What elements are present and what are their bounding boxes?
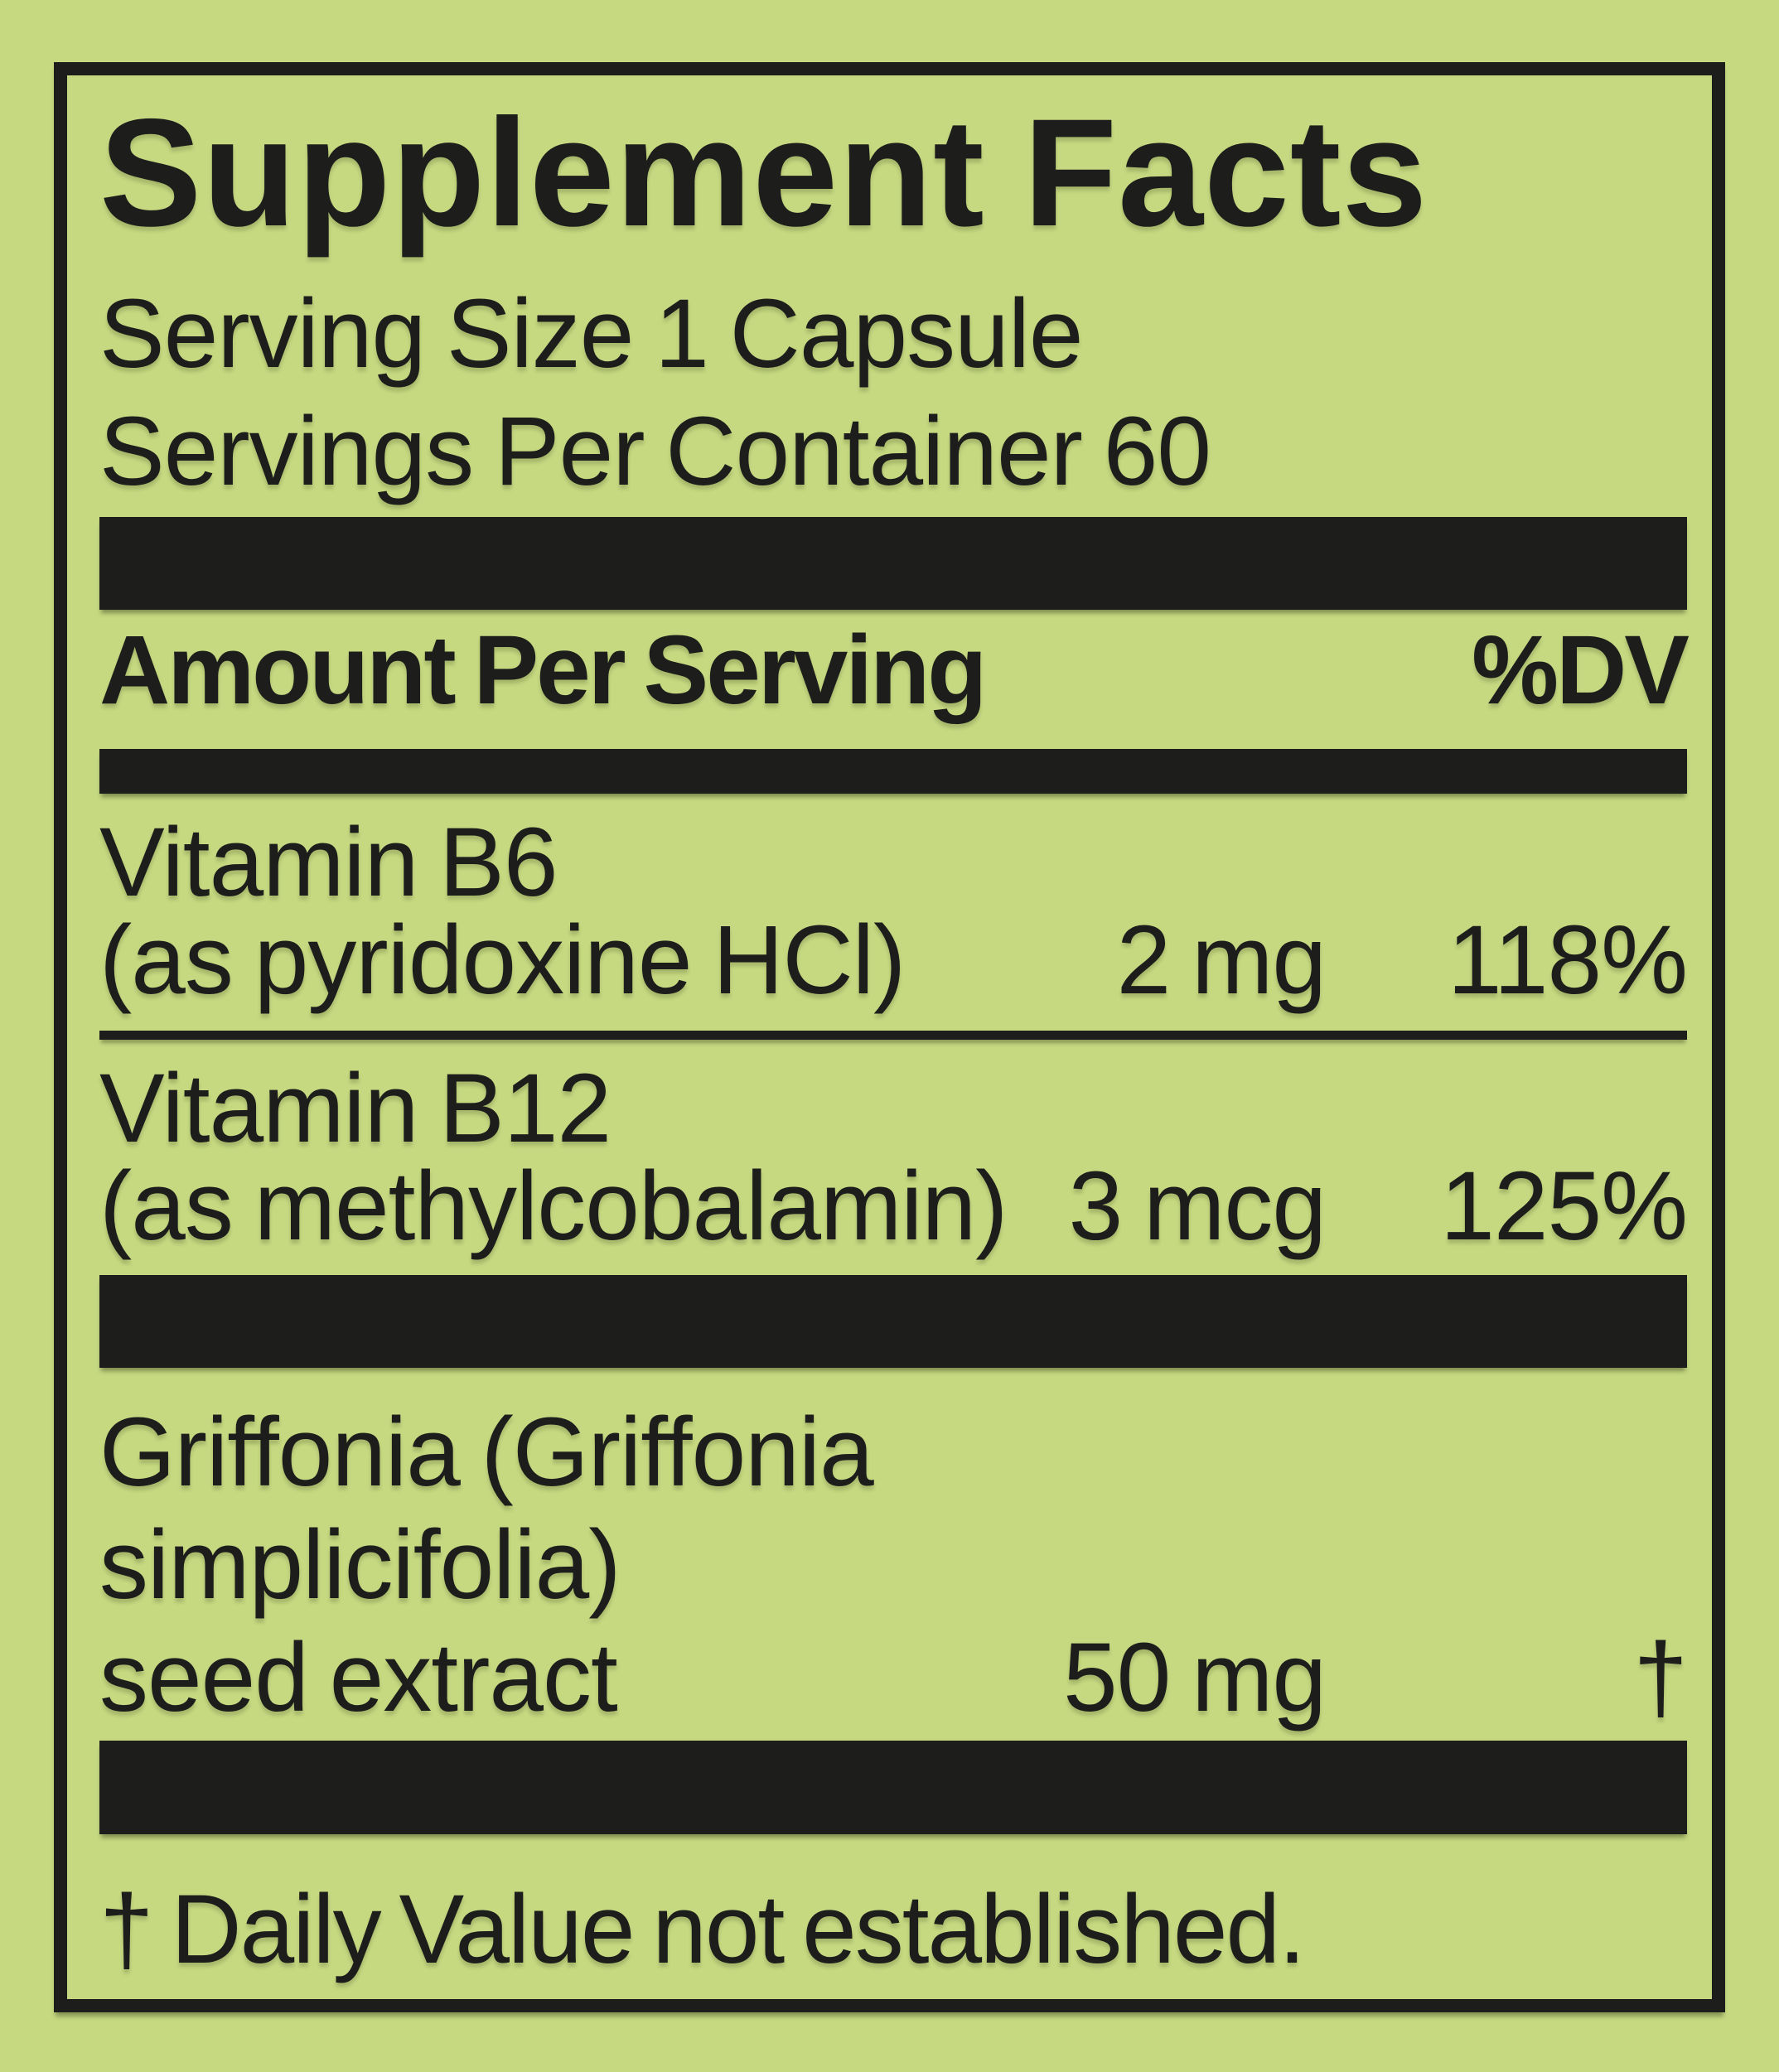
nutrient-amount: 3 mcg — [1068, 1152, 1327, 1261]
label-border-box: Supplement Facts Serving Size 1 Capsule … — [54, 62, 1725, 2012]
separator-bar-header — [99, 749, 1687, 794]
nutrient-name-line: (as pyridoxine HCl) — [99, 906, 906, 1015]
amount-per-serving-header: Amount Per Serving — [99, 616, 987, 725]
label-title: Supplement Facts — [99, 88, 1429, 258]
footnote-text: † Daily Value not established. — [99, 1875, 1306, 1984]
separator-bar-top — [99, 517, 1687, 610]
nutrient-name: Vitamin B6 (as pyridoxine HCl) — [99, 814, 1687, 1009]
nutrient-name-line: (as methylcobalamin) — [99, 1152, 1008, 1261]
nutrient-row-griffonia: Griffonia (Griffonia simplicifolia) seed… — [99, 1368, 1688, 1741]
nutrient-amount: 50 mg — [1063, 1623, 1327, 1732]
nutrient-daily-value: 125% — [1440, 1152, 1688, 1261]
label-content: Supplement Facts Serving Size 1 Capsule … — [67, 75, 1712, 1999]
separator-bar-middle — [99, 1275, 1687, 1368]
nutrient-name-line: Vitamin B12 — [99, 1054, 612, 1163]
nutrient-amount: 2 mg — [1116, 906, 1327, 1015]
row-divider — [99, 1031, 1687, 1040]
nutrient-row-vitamin-b12: Vitamin B12 (as methylcobalamin) 3 mcg 1… — [99, 1040, 1688, 1275]
dv-column-header: %DV — [1472, 616, 1690, 725]
nutrient-name-line: Griffonia (Griffonia — [99, 1398, 874, 1507]
separator-bar-bottom — [99, 1741, 1687, 1834]
nutrient-daily-value-dagger: † — [1633, 1623, 1688, 1732]
nutrient-name: Vitamin B12 (as methylcobalamin) — [99, 1060, 1687, 1255]
serving-size-line: Serving Size 1 Capsule — [99, 279, 1084, 389]
column-header-row: Amount Per Serving %DV — [99, 616, 1690, 725]
nutrient-name-line: simplicifolia) — [99, 1510, 621, 1620]
nutrient-daily-value: 118% — [1447, 906, 1688, 1015]
nutrient-name-line: seed extract — [99, 1623, 618, 1732]
servings-per-container-line: Servings Per Container 60 — [99, 397, 1211, 506]
nutrient-name: Griffonia (Griffonia simplicifolia) seed… — [99, 1396, 1687, 1734]
serving-info: Serving Size 1 Capsule Servings Per Cont… — [99, 275, 1687, 510]
nutrient-row-vitamin-b6: Vitamin B6 (as pyridoxine HCl) 2 mg 118% — [99, 794, 1688, 1031]
nutrient-name-line: Vitamin B6 — [99, 808, 558, 917]
